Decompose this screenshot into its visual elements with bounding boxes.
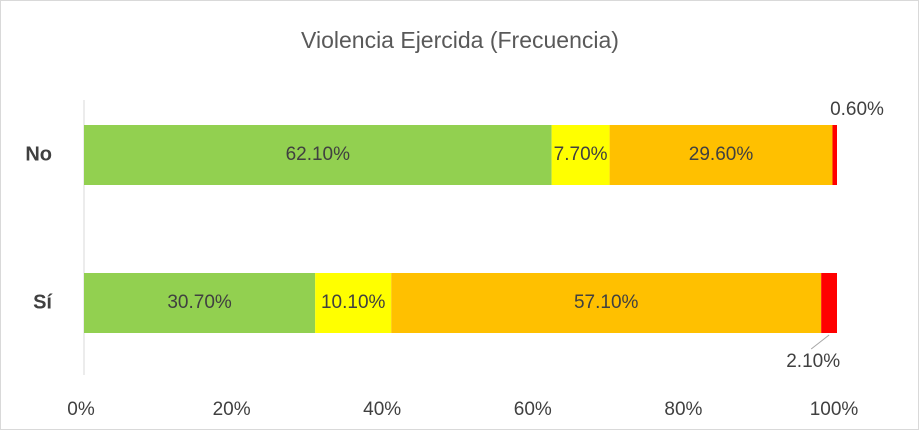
data-label: 62.10% [286,144,351,165]
bar-segment [821,273,837,333]
bar-segment [84,273,316,333]
chart-title: Violencia Ejercida (Frecuencia) [301,27,619,53]
data-label: 7.70% [554,144,608,165]
bar-segment [551,125,610,185]
data-label: 10.10% [321,292,386,313]
bar-segment [609,125,833,185]
category-label: No [25,143,52,165]
data-label: 30.70% [167,292,232,313]
leader-line [810,334,830,350]
bar-segment [315,273,392,333]
x-tick-label: 0% [67,399,95,420]
x-tick-label: 100% [810,399,859,420]
x-tick-label: 60% [514,399,552,420]
data-label: 57.10% [574,292,639,313]
data-label: 2.10% [786,351,840,372]
category-label: Sí [33,291,53,313]
x-tick-label: 40% [363,399,401,420]
bar-segment [391,273,822,333]
data-label: 29.60% [689,144,754,165]
x-tick-label: 80% [664,399,702,420]
bar-segment [84,125,552,185]
x-tick-label: 20% [213,399,251,420]
bar-segment [832,125,837,185]
data-label: 0.60% [830,99,884,120]
